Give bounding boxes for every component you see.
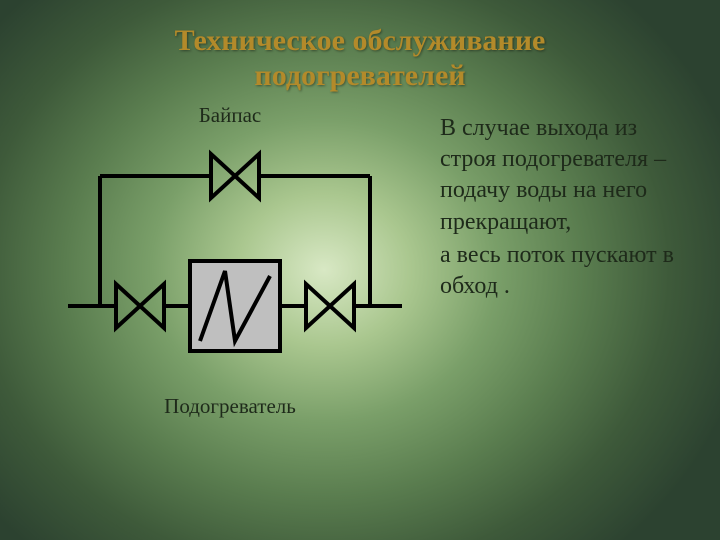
diagram-column: Байпас Подогреватель: [40, 103, 420, 419]
body-paragraph-2: а весь поток пускают в обход .: [440, 240, 680, 302]
page-title: Техническое обслуживание подогревателей: [0, 0, 720, 93]
heater-label: Подогреватель: [40, 394, 420, 419]
content-area: Байпас Подогреватель В случае выхода из …: [0, 93, 720, 419]
title-line-2: подогревателей: [0, 59, 720, 94]
title-line-1: Техническое обслуживание: [0, 24, 720, 59]
bypass-label: Байпас: [40, 103, 420, 128]
body-paragraph-1: В случае выхода из строя подогревателя –…: [440, 113, 680, 238]
schematic-diagram: [50, 136, 410, 386]
text-column: В случае выхода из строя подогревателя –…: [440, 103, 680, 419]
body-text: В случае выхода из строя подогревателя –…: [440, 113, 680, 302]
